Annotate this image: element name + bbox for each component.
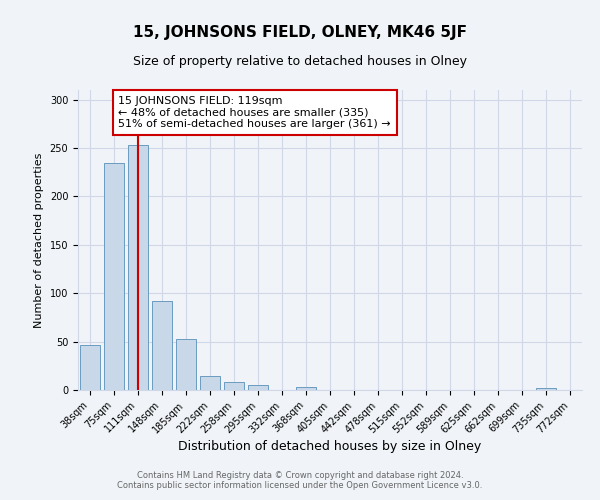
Bar [296, 387, 316, 390]
Y-axis label: Number of detached properties: Number of detached properties [34, 152, 44, 328]
Bar [128, 145, 148, 390]
Bar [536, 388, 556, 390]
Bar [104, 162, 124, 390]
Text: 15 JOHNSONS FIELD: 119sqm
← 48% of detached houses are smaller (335)
51% of semi: 15 JOHNSONS FIELD: 119sqm ← 48% of detac… [118, 96, 391, 129]
Bar [200, 376, 220, 390]
Bar [248, 385, 268, 390]
Bar [224, 382, 244, 390]
Text: 15, JOHNSONS FIELD, OLNEY, MK46 5JF: 15, JOHNSONS FIELD, OLNEY, MK46 5JF [133, 25, 467, 40]
X-axis label: Distribution of detached houses by size in Olney: Distribution of detached houses by size … [178, 440, 482, 454]
Text: Size of property relative to detached houses in Olney: Size of property relative to detached ho… [133, 55, 467, 68]
Text: Contains HM Land Registry data © Crown copyright and database right 2024.
Contai: Contains HM Land Registry data © Crown c… [118, 470, 482, 490]
Bar [80, 344, 100, 390]
Bar [176, 338, 196, 390]
Bar [152, 301, 172, 390]
